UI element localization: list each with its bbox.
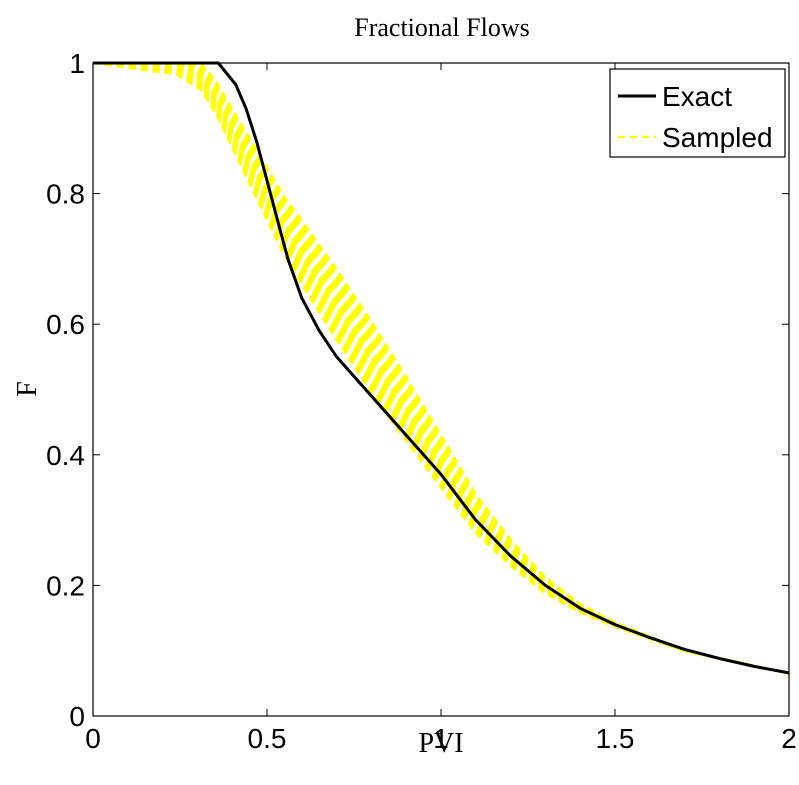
y-tick-label: 1: [69, 48, 85, 79]
y-axis-label: F: [12, 381, 43, 397]
y-axis: 0 0.2 0.4 0.6 0.8 1: [46, 48, 789, 732]
x-tick-label: 0.5: [248, 723, 287, 754]
x-tick-label: 1.5: [596, 723, 635, 754]
sampled-line: [92, 61, 790, 675]
sampled-line: [93, 61, 790, 675]
sampled-line: [92, 61, 790, 675]
legend-label-exact: Exact: [662, 81, 732, 112]
sampled-line: [93, 61, 790, 675]
legend: Exact Sampled: [609, 68, 786, 158]
x-tick-label: 2: [781, 723, 797, 754]
x-tick-label: 1: [433, 723, 449, 754]
series-layer: [93, 61, 790, 675]
y-tick-label: 0.4: [46, 440, 85, 471]
y-tick-label: 0.8: [46, 179, 85, 210]
sampled-band: [92, 61, 790, 675]
x-axis-label: PVI: [418, 728, 463, 759]
chart-title: Fractional Flows: [354, 13, 530, 42]
x-tick-label: 0: [85, 723, 101, 754]
sampled-line: [93, 61, 790, 675]
series-line-sampled: [93, 61, 790, 675]
legend-label-sampled: Sampled: [662, 122, 773, 153]
legend-box: [609, 68, 786, 158]
plot-area-frame: [92, 62, 790, 717]
y-tick-label: 0.6: [46, 309, 85, 340]
y-tick-label: 0.2: [46, 570, 85, 601]
series-line-exact: [93, 61, 790, 675]
x-axis: 0 0.5 1 1.5 2: [85, 63, 797, 754]
sampled-line: [93, 61, 790, 675]
y-tick-label: 0: [69, 701, 85, 732]
